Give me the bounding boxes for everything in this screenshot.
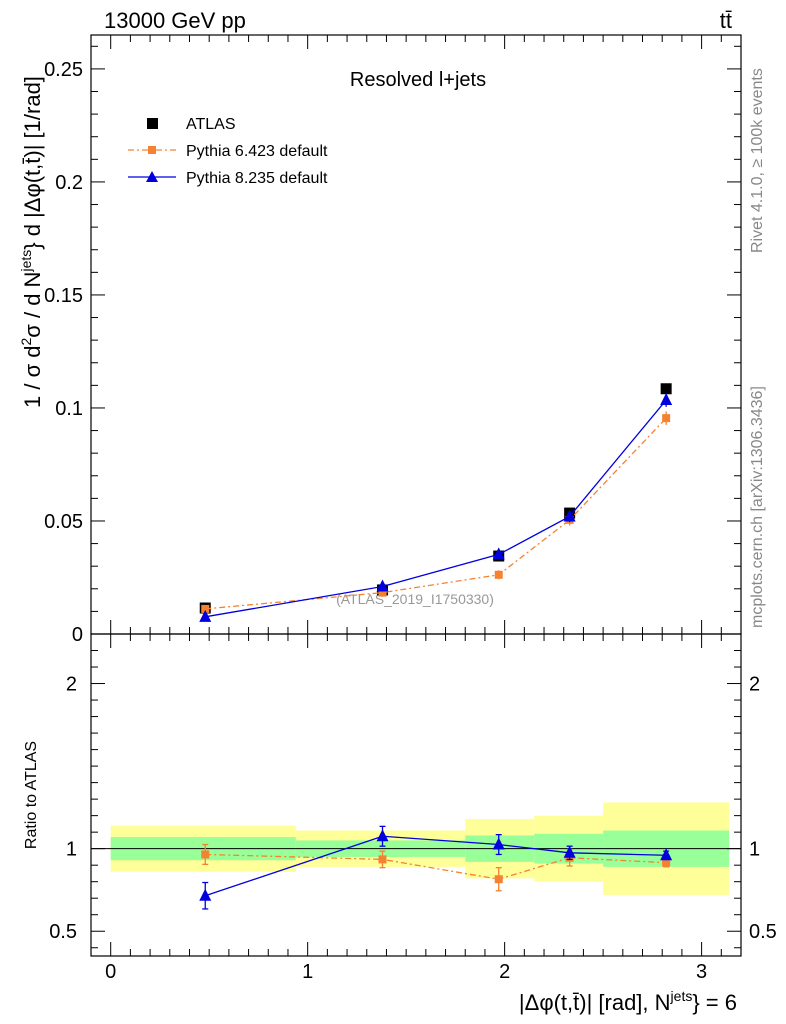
y-axis-label: 1 / σ d2σ / d Njets} d |Δφ(t,t̄)| [1/rad…: [18, 76, 45, 408]
legend-pythia6-marker: [148, 146, 156, 154]
x-tick-label: 2: [499, 961, 510, 983]
header-right: tt̄: [720, 8, 732, 33]
y-tick-label: 0.25: [44, 59, 83, 81]
pythia8-ratio-point: [660, 848, 673, 861]
pythia8-ratio-point: [199, 888, 212, 901]
ratio-panel: 0.5 0.5 1 1 2 2: [49, 633, 777, 957]
pythia8-point: [492, 547, 505, 560]
legend-atlas-label: ATLAS: [186, 116, 236, 133]
pythia8-ratio-point: [492, 837, 505, 850]
pythia8-ratio-point: [563, 845, 576, 858]
pythia8-ratio-point: [376, 829, 389, 842]
pythia6-ratio-point: [201, 850, 210, 859]
legend-pythia8-label: Pythia 8.235 default: [186, 170, 328, 187]
main-panel: 0 1 2 3 0 0.05 0.1 0.15 0.2 0.25: [44, 34, 742, 983]
y-tick-label: 0: [72, 624, 83, 646]
legend: ATLAS Pythia 6.423 default Pythia 8.235 …: [128, 116, 328, 187]
pythia8-point: [376, 579, 389, 592]
ratio-frame: [90, 633, 742, 957]
pythia8-series-line: [205, 399, 667, 618]
legend-pythia6-label: Pythia 6.423 default: [186, 143, 328, 160]
ratio-y-tick-label: 1: [66, 839, 77, 861]
ratio-y-tick-label-right: 0.5: [749, 921, 777, 943]
pythia6-point: [494, 570, 503, 579]
x-axis-label: |Δφ(t,t̄)| [rad], Njets} = 6: [519, 988, 737, 1015]
pythia6-ratio-point: [662, 858, 671, 867]
y-tick-label: 0.15: [44, 285, 83, 307]
legend-atlas-marker: [147, 118, 158, 129]
pythia8-point: [199, 609, 212, 622]
ratio-y-tick-label: 0.5: [49, 921, 77, 943]
pythia6-point: [378, 588, 387, 597]
rivet-label: Rivet 4.1.0, ≥ 100k events: [749, 68, 766, 253]
pythia8-point: [660, 393, 673, 406]
mcplots-label: mcplots.cern.ch [arXiv:1306.3436]: [749, 386, 766, 628]
pythia6-point: [662, 414, 671, 423]
y-tick-label: 0.1: [55, 398, 83, 420]
x-tick-label: 1: [302, 961, 313, 983]
ratio-y-axis-label: Ratio to ATLAS: [23, 741, 40, 849]
y-tick-label: 0.2: [55, 172, 83, 194]
atlas-point: [660, 383, 672, 395]
analysis-watermark: (ATLAS_2019_I1750330): [336, 591, 494, 607]
ratio-y-tick-label-right: 2: [749, 674, 760, 696]
pythia6-ratio-point: [494, 875, 503, 884]
ratio-y-tick-label-right: 1: [749, 839, 760, 861]
pythia6-ratio-point: [378, 855, 387, 864]
plot-title: Resolved l+jets: [350, 69, 486, 91]
header-left: 13000 GeV pp: [104, 8, 246, 33]
legend-pythia8-marker: [146, 171, 158, 182]
y-tick-label: 0.05: [44, 511, 83, 533]
x-tick-label: 0: [105, 961, 116, 983]
x-tick-label: 3: [696, 961, 707, 983]
pythia6-point: [201, 604, 210, 613]
pythia8-point: [563, 509, 576, 522]
ratio-y-tick-label: 2: [66, 674, 77, 696]
pythia6-series-line: [205, 417, 667, 610]
